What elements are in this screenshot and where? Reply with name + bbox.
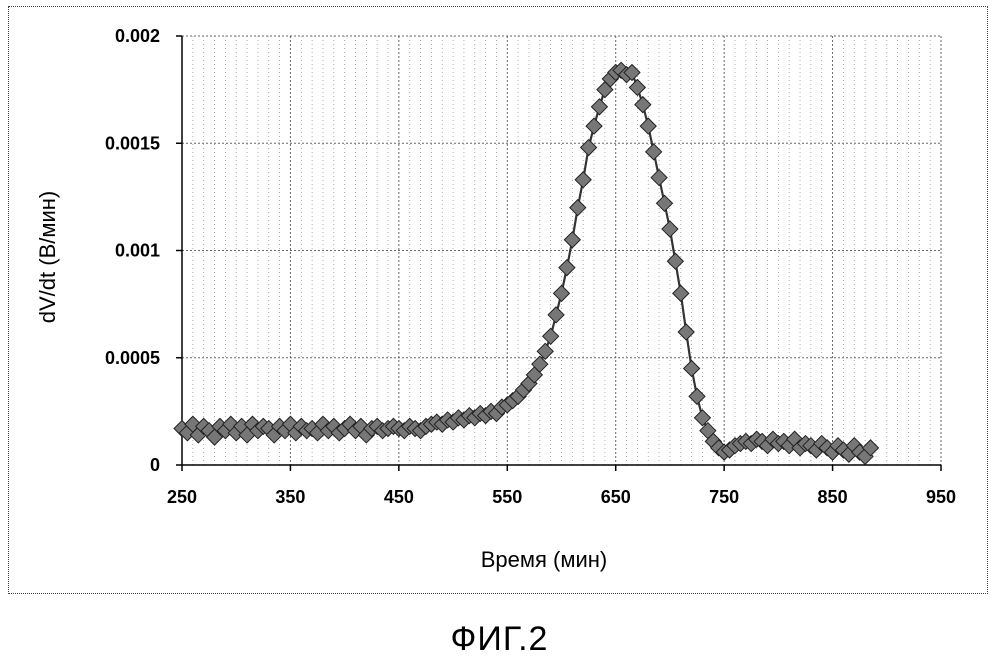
data-point [678,324,694,340]
y-tick-label: 0.001 [115,241,160,261]
data-point [559,260,575,276]
x-tick-label: 950 [926,487,956,507]
y-axis-title: dV/dt (В/мин) [35,191,60,323]
data-point [629,79,645,95]
data-point [543,328,559,344]
x-tick-label: 850 [818,487,848,507]
data-point [635,97,651,113]
y-tick-label: 0.002 [115,26,160,46]
data-point [667,253,683,269]
data-point [651,170,667,186]
data-point [673,285,689,301]
figure-caption: ФИГ.2 [0,620,999,659]
data-point [564,232,580,248]
data-point [581,140,597,156]
x-tick-label: 450 [384,487,414,507]
data-point [586,118,602,134]
data-point [575,172,591,188]
chart: 250 350 450 550 650 750 850 950 0 0.0005 0.001 0.00… [9,7,987,593]
grid [182,36,941,465]
y-tick-label: 0.0005 [105,348,160,368]
data-point [646,144,662,160]
data-point [554,285,570,301]
x-tick-label: 750 [709,487,739,507]
x-tick-label: 650 [601,487,631,507]
data-point [662,221,678,237]
x-tick-label: 550 [492,487,522,507]
y-tick-label: 0 [150,455,160,475]
data-point [684,360,700,376]
chart-frame: 250 350 450 550 650 750 850 950 0 0.0005 0.001 0.00… [8,6,988,594]
x-tick-label: 250 [167,487,197,507]
y-tick-label: 0.0015 [105,133,160,153]
data-point [640,118,656,134]
data-point [689,388,705,404]
x-tick-label: 350 [275,487,305,507]
data-point [570,200,586,216]
x-axis-title: Время (мин) [481,547,608,572]
